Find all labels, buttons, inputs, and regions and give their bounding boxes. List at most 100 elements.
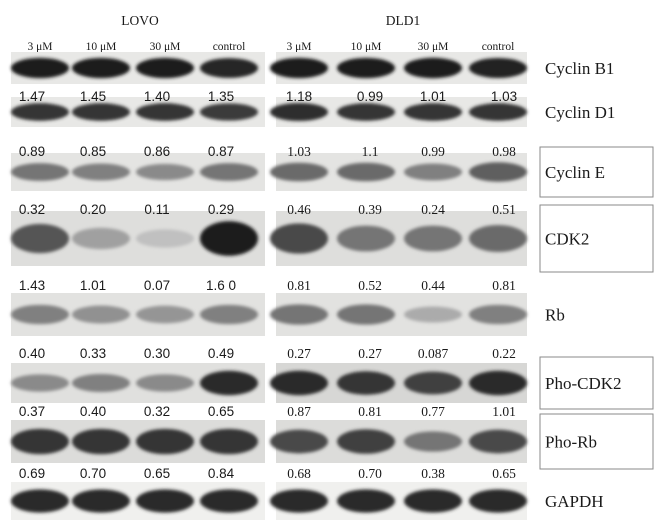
band bbox=[270, 429, 328, 454]
band-value: 1.03 bbox=[287, 144, 311, 159]
band bbox=[136, 57, 194, 79]
band bbox=[404, 163, 462, 181]
band-value: 0.85 bbox=[80, 144, 106, 159]
band-value: 0.32 bbox=[19, 202, 45, 217]
band bbox=[11, 304, 69, 325]
band bbox=[72, 489, 130, 513]
band-value: 0.49 bbox=[208, 346, 234, 361]
band bbox=[136, 305, 194, 324]
band bbox=[337, 57, 395, 79]
band-value: 0.68 bbox=[287, 466, 311, 481]
protein-label-pho-cdk2: Pho-CDK2 bbox=[545, 374, 622, 393]
band bbox=[136, 229, 194, 248]
band-value: 0.30 bbox=[144, 346, 170, 361]
band bbox=[200, 428, 258, 455]
band-value: 0.20 bbox=[80, 202, 106, 217]
band bbox=[469, 225, 527, 252]
band-value: 1.03 bbox=[491, 89, 517, 104]
band bbox=[11, 57, 69, 79]
band bbox=[72, 374, 130, 392]
label-box bbox=[539, 356, 654, 410]
band bbox=[200, 221, 258, 256]
lane-label: 3 μM bbox=[27, 41, 52, 53]
band-value: 1.01 bbox=[492, 404, 516, 419]
band bbox=[11, 428, 69, 455]
band-value: 0.69 bbox=[19, 466, 45, 481]
protein-label-pho-rb: Pho-Rb bbox=[545, 433, 597, 452]
band bbox=[136, 489, 194, 513]
lane-label: control bbox=[213, 41, 246, 53]
band-value: 0.70 bbox=[358, 466, 382, 481]
band-value: 0.44 bbox=[421, 278, 445, 293]
band bbox=[469, 370, 527, 396]
band-value: 0.84 bbox=[208, 466, 235, 481]
band-value: 0.27 bbox=[358, 346, 382, 361]
band bbox=[469, 304, 527, 325]
band-value: 0.86 bbox=[144, 144, 170, 159]
band bbox=[136, 103, 194, 121]
band bbox=[270, 489, 328, 513]
band-value: 0.40 bbox=[19, 346, 45, 361]
lane-label: 10 μM bbox=[351, 41, 382, 53]
band bbox=[11, 489, 69, 513]
protein-label-cyclin-e: Cyclin E bbox=[545, 163, 605, 182]
band bbox=[404, 306, 462, 323]
protein-label-rb: Rb bbox=[545, 306, 565, 325]
band-value: 0.65 bbox=[492, 466, 516, 481]
protein-label-cdk2: CDK2 bbox=[545, 230, 589, 249]
band-value: 0.51 bbox=[492, 202, 516, 217]
band-value: 0.33 bbox=[80, 346, 106, 361]
band bbox=[469, 162, 527, 182]
band-value: 0.29 bbox=[208, 202, 234, 217]
band-value: 0.81 bbox=[287, 278, 311, 293]
band-value: 0.37 bbox=[19, 404, 45, 419]
band-value: 1.6 0 bbox=[206, 278, 236, 293]
band bbox=[337, 489, 395, 513]
band-value: 0.07 bbox=[144, 278, 170, 293]
band-value: 0.22 bbox=[492, 346, 516, 361]
band bbox=[469, 489, 527, 513]
band bbox=[200, 370, 258, 396]
band bbox=[270, 57, 328, 79]
band bbox=[337, 103, 395, 121]
band bbox=[11, 163, 69, 181]
band bbox=[404, 489, 462, 513]
band bbox=[200, 103, 258, 121]
band-value: 0.11 bbox=[144, 202, 169, 217]
band-value: 1.1 bbox=[362, 144, 379, 159]
band bbox=[337, 304, 395, 325]
band-value: 1.35 bbox=[208, 89, 234, 104]
band bbox=[200, 304, 258, 325]
band bbox=[469, 429, 527, 454]
band bbox=[200, 58, 258, 78]
lane-label: 30 μM bbox=[418, 41, 449, 53]
band bbox=[136, 374, 194, 392]
band bbox=[404, 431, 462, 452]
band-value: 0.98 bbox=[492, 144, 516, 159]
band bbox=[72, 57, 130, 79]
band bbox=[11, 103, 69, 121]
band-value: 1.43 bbox=[19, 278, 45, 293]
band bbox=[337, 429, 395, 454]
band-value: 0.99 bbox=[357, 89, 383, 104]
lane-label: 3 μM bbox=[286, 41, 311, 53]
band bbox=[404, 57, 462, 79]
band-value: 0.77 bbox=[421, 404, 445, 419]
band-value: 0.52 bbox=[358, 278, 382, 293]
label-box bbox=[539, 146, 654, 198]
band bbox=[469, 103, 527, 121]
band-value: 0.65 bbox=[144, 466, 170, 481]
band-value: 0.38 bbox=[421, 466, 445, 481]
band-value: 1.01 bbox=[420, 89, 446, 104]
band bbox=[72, 305, 130, 324]
group-title-lovo: LOVO bbox=[121, 13, 159, 28]
band bbox=[404, 225, 462, 252]
band bbox=[337, 225, 395, 252]
band bbox=[404, 103, 462, 121]
band-value: 1.40 bbox=[144, 89, 170, 104]
band bbox=[469, 58, 527, 78]
band bbox=[270, 370, 328, 396]
band bbox=[337, 162, 395, 182]
band bbox=[136, 428, 194, 455]
